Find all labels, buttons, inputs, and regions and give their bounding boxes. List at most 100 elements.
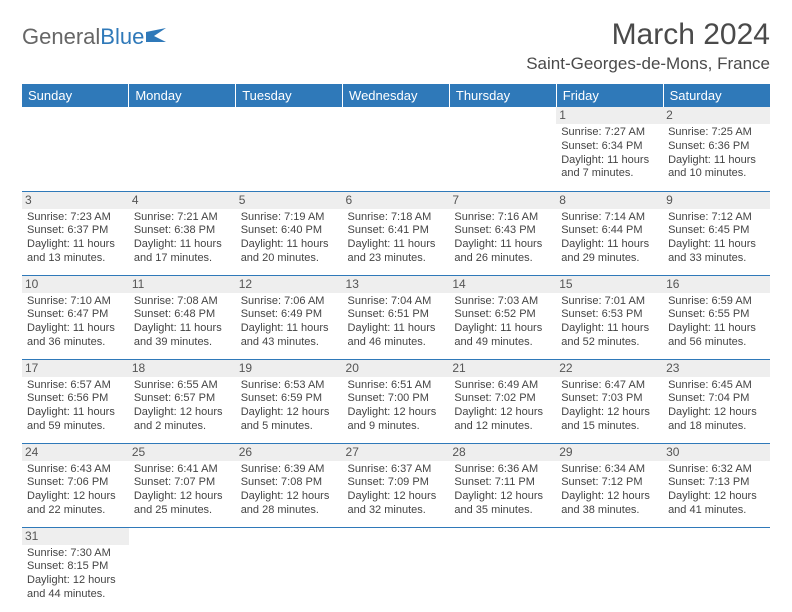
cell-line-sr: Sunrise: 6:43 AM [27,463,124,477]
cell-line-d1: Daylight: 11 hours [561,154,658,168]
calendar-cell [129,107,236,191]
cell-line-d1: Daylight: 12 hours [27,574,124,588]
cell-line-ss: Sunset: 7:06 PM [27,476,124,490]
day-number: 8 [556,192,663,209]
cell-line-d2: and 38 minutes. [561,504,658,518]
cell-line-d2: and 22 minutes. [27,504,124,518]
cell-line-d2: and 32 minutes. [348,504,445,518]
cell-line-ss: Sunset: 7:08 PM [241,476,338,490]
cell-line-sr: Sunrise: 7:25 AM [668,126,765,140]
cell-line-d1: Daylight: 12 hours [561,490,658,504]
calendar-cell: 9Sunrise: 7:12 AMSunset: 6:45 PMDaylight… [663,191,770,275]
cell-line-d1: Daylight: 11 hours [27,406,124,420]
cell-line-d2: and 29 minutes. [561,252,658,266]
day-number: 5 [236,192,343,209]
cell-line-d2: and 12 minutes. [454,420,551,434]
day-number: 30 [663,444,770,461]
cell-line-sr: Sunrise: 6:55 AM [134,379,231,393]
calendar-cell [22,107,129,191]
cell-line-d2: and 25 minutes. [134,504,231,518]
dayheader-fri: Friday [556,84,663,107]
day-number: 15 [556,276,663,293]
cell-line-sr: Sunrise: 6:32 AM [668,463,765,477]
day-number: 10 [22,276,129,293]
dayheader-sun: Sunday [22,84,129,107]
cell-line-sr: Sunrise: 6:51 AM [348,379,445,393]
calendar-body: 1Sunrise: 7:27 AMSunset: 6:34 PMDaylight… [22,107,770,611]
calendar-cell: 22Sunrise: 6:47 AMSunset: 7:03 PMDayligh… [556,359,663,443]
calendar-cell: 1Sunrise: 7:27 AMSunset: 6:34 PMDaylight… [556,107,663,191]
calendar-cell: 24Sunrise: 6:43 AMSunset: 7:06 PMDayligh… [22,443,129,527]
dayheader-sat: Saturday [663,84,770,107]
cell-line-d2: and 26 minutes. [454,252,551,266]
cell-line-ss: Sunset: 6:36 PM [668,140,765,154]
cell-line-sr: Sunrise: 7:23 AM [27,211,124,225]
cell-line-sr: Sunrise: 6:59 AM [668,295,765,309]
cell-line-ss: Sunset: 7:07 PM [134,476,231,490]
cell-line-sr: Sunrise: 6:45 AM [668,379,765,393]
day-number: 9 [663,192,770,209]
cell-line-d2: and 7 minutes. [561,167,658,181]
location-text: Saint-Georges-de-Mons, France [526,54,770,74]
cell-line-ss: Sunset: 7:02 PM [454,392,551,406]
calendar-cell: 5Sunrise: 7:19 AMSunset: 6:40 PMDaylight… [236,191,343,275]
day-number: 22 [556,360,663,377]
calendar-cell: 4Sunrise: 7:21 AMSunset: 6:38 PMDaylight… [129,191,236,275]
cell-line-d1: Daylight: 12 hours [27,490,124,504]
cell-line-d2: and 17 minutes. [134,252,231,266]
calendar-cell: 18Sunrise: 6:55 AMSunset: 6:57 PMDayligh… [129,359,236,443]
cell-line-ss: Sunset: 7:03 PM [561,392,658,406]
cell-line-d2: and 13 minutes. [27,252,124,266]
cell-line-sr: Sunrise: 6:57 AM [27,379,124,393]
calendar-cell: 28Sunrise: 6:36 AMSunset: 7:11 PMDayligh… [449,443,556,527]
cell-line-ss: Sunset: 6:56 PM [27,392,124,406]
cell-line-d1: Daylight: 12 hours [454,490,551,504]
logo: GeneralBlue [22,24,168,50]
cell-line-d1: Daylight: 11 hours [134,238,231,252]
cell-line-d1: Daylight: 11 hours [134,322,231,336]
calendar-cell: 6Sunrise: 7:18 AMSunset: 6:41 PMDaylight… [343,191,450,275]
cell-line-sr: Sunrise: 7:04 AM [348,295,445,309]
cell-line-d2: and 36 minutes. [27,336,124,350]
cell-line-sr: Sunrise: 6:36 AM [454,463,551,477]
cell-line-d1: Daylight: 12 hours [668,406,765,420]
calendar-row: 17Sunrise: 6:57 AMSunset: 6:56 PMDayligh… [22,359,770,443]
cell-line-sr: Sunrise: 7:21 AM [134,211,231,225]
day-number: 20 [343,360,450,377]
calendar-cell: 12Sunrise: 7:06 AMSunset: 6:49 PMDayligh… [236,275,343,359]
day-number: 4 [129,192,236,209]
day-number: 17 [22,360,129,377]
day-number: 12 [236,276,343,293]
cell-line-sr: Sunrise: 7:08 AM [134,295,231,309]
cell-line-d1: Daylight: 11 hours [668,322,765,336]
cell-line-sr: Sunrise: 7:12 AM [668,211,765,225]
calendar-cell: 14Sunrise: 7:03 AMSunset: 6:52 PMDayligh… [449,275,556,359]
cell-line-d1: Daylight: 11 hours [241,238,338,252]
cell-line-ss: Sunset: 6:45 PM [668,224,765,238]
cell-line-d2: and 33 minutes. [668,252,765,266]
dayheader-mon: Monday [129,84,236,107]
cell-line-ss: Sunset: 6:43 PM [454,224,551,238]
cell-line-d2: and 18 minutes. [668,420,765,434]
logo-text-blue: Blue [100,24,144,50]
calendar-cell: 25Sunrise: 6:41 AMSunset: 7:07 PMDayligh… [129,443,236,527]
calendar-row: 31Sunrise: 7:30 AMSunset: 8:15 PMDayligh… [22,527,770,611]
day-number: 3 [22,192,129,209]
cell-line-d2: and 2 minutes. [134,420,231,434]
day-header-row: Sunday Monday Tuesday Wednesday Thursday… [22,84,770,107]
cell-line-sr: Sunrise: 6:41 AM [134,463,231,477]
cell-line-sr: Sunrise: 7:30 AM [27,547,124,561]
title-block: March 2024 Saint-Georges-de-Mons, France [526,18,770,74]
cell-line-sr: Sunrise: 7:19 AM [241,211,338,225]
day-number: 13 [343,276,450,293]
cell-line-d1: Daylight: 11 hours [27,238,124,252]
cell-line-d1: Daylight: 11 hours [454,322,551,336]
cell-line-ss: Sunset: 7:13 PM [668,476,765,490]
calendar-cell: 21Sunrise: 6:49 AMSunset: 7:02 PMDayligh… [449,359,556,443]
logo-text-general: General [22,24,100,50]
cell-line-ss: Sunset: 6:48 PM [134,308,231,322]
cell-line-d1: Daylight: 11 hours [348,322,445,336]
cell-line-sr: Sunrise: 7:01 AM [561,295,658,309]
cell-line-d2: and 43 minutes. [241,336,338,350]
day-number: 7 [449,192,556,209]
